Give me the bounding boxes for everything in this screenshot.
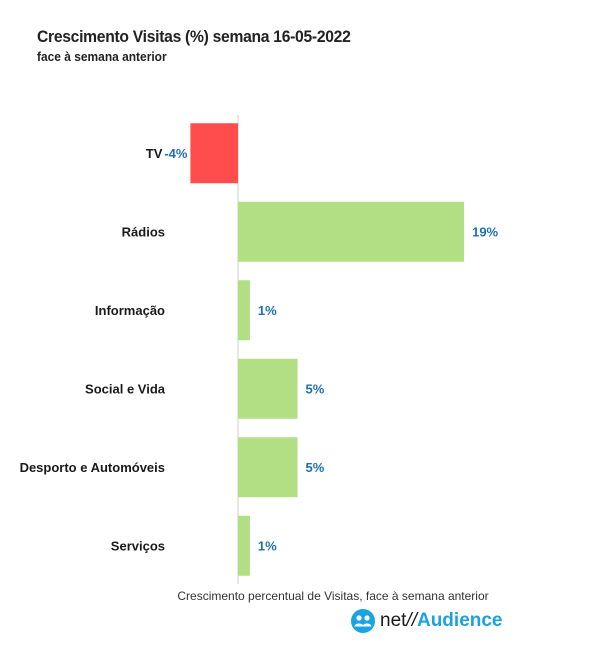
- category-label: Serviços: [111, 538, 165, 553]
- category-label: Desporto e Automóveis: [20, 460, 165, 475]
- chart-subtitle: face à semana anterior: [37, 49, 167, 64]
- value-label: -4%: [164, 146, 188, 161]
- x-axis-label: Crescimento percentual de Visitas, face …: [177, 589, 489, 603]
- category-label: TV: [146, 146, 163, 161]
- bar-2: [238, 201, 465, 262]
- brand-separator: //: [406, 610, 417, 631]
- value-label: 1%: [258, 538, 277, 553]
- category-label: Rádios: [122, 224, 165, 239]
- value-label: 1%: [258, 303, 277, 318]
- value-label: 19%: [472, 224, 498, 239]
- bar-4: [238, 358, 298, 419]
- users-icon: [351, 609, 375, 633]
- category-label: Informação: [95, 303, 165, 318]
- bar-5: [238, 437, 298, 498]
- value-label: 5%: [306, 381, 325, 396]
- bar-6: [238, 515, 250, 576]
- brand-net: net: [380, 610, 407, 631]
- brand-audience: Audience: [416, 610, 503, 631]
- chart-title: Crescimento Visitas (%) semana 16-05-202…: [37, 27, 351, 46]
- category-label: Social e Vida: [85, 381, 166, 396]
- netaudience-logo: net // Audience: [351, 609, 503, 633]
- value-label: 5%: [306, 460, 325, 475]
- bar-1: [190, 123, 238, 184]
- bar-3: [238, 280, 250, 341]
